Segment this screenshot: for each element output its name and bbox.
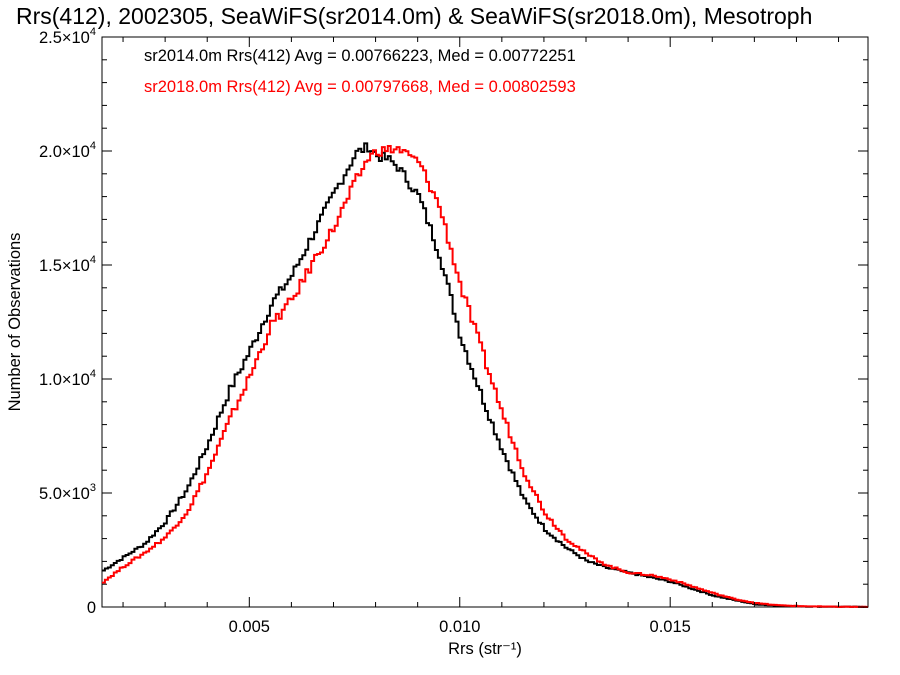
series-2 <box>102 145 868 608</box>
y-tick-label: 2.5×104 <box>39 26 96 47</box>
y-tick-label: 5.0×103 <box>39 482 96 503</box>
y-tick-label: 1.0×104 <box>39 368 96 389</box>
y-axis-label: Number of Observations <box>6 233 24 412</box>
plot-frame <box>101 36 869 608</box>
series-2-line <box>102 145 868 608</box>
y-tick-label: 0 <box>87 599 96 617</box>
series-1 <box>102 142 868 608</box>
x-tick-label: 0.010 <box>439 618 480 636</box>
y-tick-label: 1.5×104 <box>39 254 96 275</box>
x-axis-label: Rrs (str⁻¹) <box>448 640 522 658</box>
legend-entry-2: sr2018.0m Rrs(412) Avg = 0.00797668, Med… <box>144 78 576 96</box>
x-tick-label: 0.005 <box>229 618 270 636</box>
series-1-line <box>102 142 868 608</box>
plot-area <box>101 36 869 608</box>
axis-layer: 0.005 0.010 0.015 0 5.0×103 1.0×104 1.5×104 2.0… <box>39 26 868 636</box>
y-tick-label: 2.0×104 <box>39 140 96 161</box>
series-layer <box>102 142 868 608</box>
legend-entry-1: sr2014.0m Rrs(412) Avg = 0.00766223, Med… <box>144 47 576 65</box>
x-tick-label: 0.015 <box>650 618 691 636</box>
chart-title: Rrs(412), 2002305, SeaWiFS(sr2014.0m) & … <box>16 3 812 29</box>
